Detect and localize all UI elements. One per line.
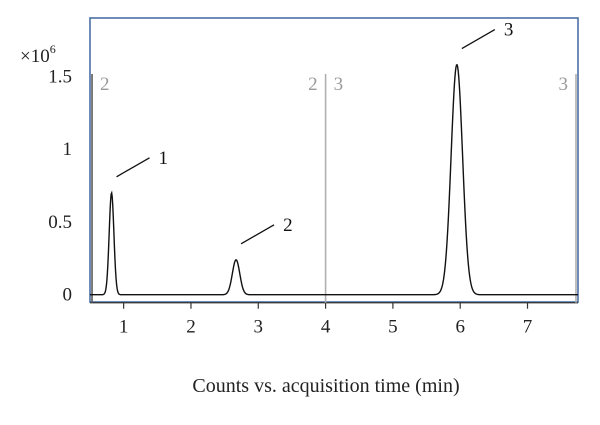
x-tick-label: 5 (388, 317, 398, 338)
peak-leader-line (240, 224, 275, 245)
segment-marker-label: 2 (100, 74, 110, 95)
chromatogram-trace (90, 63, 578, 296)
peak-label: 1 (159, 148, 169, 169)
peak-label: 3 (504, 20, 514, 41)
x-tick-label: 2 (186, 317, 196, 338)
y-tick-label: 0 (63, 285, 73, 306)
segment-marker-label: 3 (558, 74, 568, 95)
x-tick-label: 1 (119, 317, 129, 338)
peak-leader-line (461, 29, 496, 50)
peak-label: 2 (283, 215, 293, 236)
peak-leader-line (116, 157, 150, 178)
y-multiplier-label: ×106 (20, 42, 56, 67)
x-axis: 1 2 3 4 5 6 7 (119, 302, 533, 338)
x-tick-label: 6 (455, 317, 465, 338)
x-tick-label: 7 (523, 317, 533, 338)
x-axis-title: Counts vs. acquisition time (min) (192, 375, 459, 397)
segment-marker-label: 2 (308, 74, 318, 95)
y-tick-label: 1 (63, 139, 73, 160)
y-tick-label: 1.5 (48, 66, 72, 87)
x-tick-label: 4 (321, 317, 331, 338)
segment-marker-label: 3 (334, 74, 344, 95)
x-tick-label: 3 (254, 317, 264, 338)
y-tick-label: 0.5 (48, 212, 72, 233)
y-axis: 0 0.5 1 1.5 (48, 66, 72, 305)
peak-labels: 123 (116, 20, 514, 245)
plot-frame (89, 17, 579, 303)
